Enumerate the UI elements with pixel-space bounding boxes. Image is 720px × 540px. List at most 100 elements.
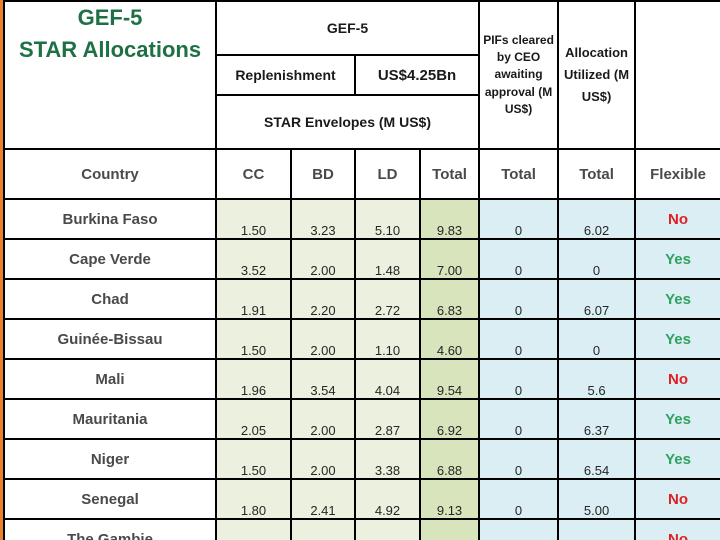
cc-cell: 2.05 (215, 398, 292, 440)
cc-cell: 1.91 (215, 278, 292, 320)
accent-stripe-left (0, 0, 3, 540)
table-row: Guinée-Bissau 1.50 2.00 1.10 4.60 0 0 Ye… (3, 318, 720, 360)
country-cell: Cape Verde (3, 238, 217, 280)
pifs-total-cell: 0 (478, 318, 560, 360)
flexible-cell: Yes (634, 238, 720, 280)
ld-cell: 2.87 (354, 398, 421, 440)
header-row-envelopes: STAR Envelopes (M US$) (4, 94, 720, 150)
cc-cell: 1.50 (215, 318, 292, 360)
table-row: Mauritania 2.05 2.00 2.87 6.92 0 6.37 Ye… (3, 398, 720, 440)
replenishment-amount: US$4.25Bn (353, 54, 481, 96)
bd-cell: 2.00 (290, 238, 356, 280)
pifs-cleared-header: PIFs cleared by CEO awaiting approval (M… (478, 0, 560, 150)
slide-title-cell: GEF-5 STAR Allocations (3, 0, 217, 150)
slide-title-line1: GEF-5 (77, 5, 143, 30)
empty-header-cell (634, 0, 720, 150)
header-row-top: GEF-5 STAR Allocations GEF-5 PIFs cleare… (3, 0, 720, 150)
utilized-total-cell: 6.07 (557, 278, 637, 320)
bd-cell: 3.54 (290, 358, 356, 400)
country-cell: The Gambie (3, 518, 217, 540)
column-header-total-envelope: Total (418, 148, 481, 200)
cc-cell: 1.96 (215, 358, 292, 400)
total-envelope-cell: 6.83 (418, 278, 481, 320)
country-cell: Mauritania (3, 398, 217, 440)
bd-cell: 2.00 (290, 318, 356, 360)
utilized-total-cell: 0 (557, 518, 637, 540)
pifs-total-cell: 0 (478, 358, 560, 400)
country-cell: Guinée-Bissau (3, 318, 217, 360)
total-envelope-cell: 6.88 (418, 438, 481, 480)
table-row: Niger 1.50 2.00 3.38 6.88 0 6.54 Yes (3, 438, 720, 480)
replenishment-header: Replenishment (215, 54, 356, 96)
cc-cell: 1.50 (215, 518, 292, 540)
country-cell: Mali (3, 358, 217, 400)
bd-cell: 2.00 (290, 438, 356, 480)
star-allocations-table: GEF-5 STAR Allocations GEF-5 PIFs cleare… (3, 0, 720, 540)
cc-cell: 1.50 (215, 438, 292, 480)
flexible-cell: No (634, 478, 720, 520)
flexible-cell: Yes (634, 278, 720, 320)
country-cell: Chad (3, 278, 217, 320)
table-row: Mali 1.96 3.54 4.04 9.54 0 5.6 No (3, 358, 720, 400)
flexible-cell: Yes (634, 398, 720, 440)
ld-cell: 4.57 (354, 518, 421, 540)
ld-cell: 4.04 (354, 358, 421, 400)
total-envelope-cell: 9.54 (418, 358, 481, 400)
column-header-flexible: Flexible (634, 148, 720, 200)
pifs-total-cell: 0 (478, 198, 560, 240)
utilized-total-cell: 6.54 (557, 438, 637, 480)
cc-cell: 1.50 (215, 198, 292, 240)
table-row: The Gambie 1.50 2.00 4.57 8.07 0 0 No (3, 518, 720, 540)
country-cell: Senegal (3, 478, 217, 520)
flexible-cell: Yes (634, 438, 720, 480)
column-header-ld: LD (354, 148, 421, 200)
slide-title-line2: STAR Allocations (18, 36, 202, 62)
utilized-total-cell: 5.00 (557, 478, 637, 520)
ld-cell: 4.92 (354, 478, 421, 520)
table-row: Senegal 1.80 2.41 4.92 9.13 0 5.00 No (3, 478, 720, 520)
ld-cell: 5.10 (354, 198, 421, 240)
flexible-cell: No (634, 358, 720, 400)
table-row: Chad 1.91 2.20 2.72 6.83 0 6.07 Yes (3, 278, 720, 320)
ld-cell: 2.72 (354, 278, 421, 320)
utilized-total-cell: 0 (557, 318, 637, 360)
table-row: Burkina Faso 1.50 3.23 5.10 9.83 0 6.02 … (3, 198, 720, 240)
total-envelope-cell: 4.60 (418, 318, 481, 360)
utilized-total-cell: 6.37 (557, 398, 637, 440)
header-row-replenishment: Replenishment US$4.25Bn (4, 54, 720, 96)
cc-cell: 1.80 (215, 478, 292, 520)
total-envelope-cell: 6.92 (418, 398, 481, 440)
utilized-total-cell: 5.6 (557, 358, 637, 400)
cc-cell: 3.52 (215, 238, 292, 280)
bd-cell: 2.20 (290, 278, 356, 320)
ld-cell: 1.48 (354, 238, 421, 280)
total-envelope-cell: 9.13 (418, 478, 481, 520)
ld-cell: 3.38 (354, 438, 421, 480)
bd-cell: 3.23 (290, 198, 356, 240)
bd-cell: 2.00 (290, 518, 356, 540)
country-cell: Niger (3, 438, 217, 480)
utilized-total-cell: 6.02 (557, 198, 637, 240)
utilized-total-cell: 0 (557, 238, 637, 280)
pifs-total-cell: 0 (478, 438, 560, 480)
table-row: Cape Verde 3.52 2.00 1.48 7.00 0 0 Yes (3, 238, 720, 280)
pifs-total-cell: 0 (478, 398, 560, 440)
column-header-country: Country (3, 148, 217, 200)
total-envelope-cell: 8.07 (418, 518, 481, 540)
pifs-total-cell: 0 (478, 478, 560, 520)
column-header-cc: CC (215, 148, 292, 200)
bd-cell: 2.41 (290, 478, 356, 520)
column-header-row: Country CC BD LD Total Total Total Flexi… (3, 148, 720, 200)
bd-cell: 2.00 (290, 398, 356, 440)
allocation-utilized-header: Allocation Utilized (M US$) (557, 0, 637, 150)
total-envelope-cell: 9.83 (418, 198, 481, 240)
star-envelopes-header: STAR Envelopes (M US$) (214, 94, 481, 150)
flexible-cell: Yes (634, 318, 720, 360)
total-envelope-cell: 7.00 (418, 238, 481, 280)
pifs-total-cell: 0 (478, 238, 560, 280)
pifs-total-cell: 0 (478, 518, 560, 540)
column-header-total-utilized: Total (557, 148, 637, 200)
flexible-cell: No (634, 518, 720, 540)
ld-cell: 1.10 (354, 318, 421, 360)
